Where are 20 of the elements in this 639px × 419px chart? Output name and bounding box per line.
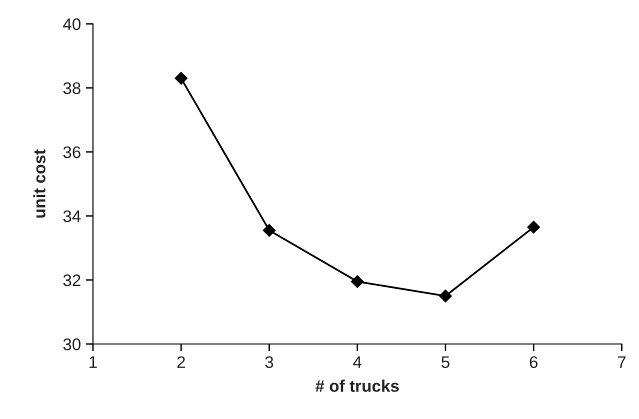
y-tick-label: 36 (63, 146, 80, 158)
x-tick-label: 4 (353, 356, 362, 368)
y-tick-label: 34 (63, 210, 81, 222)
point (439, 290, 452, 302)
x-axis-title: # of trucks (316, 380, 399, 392)
x-tick-label: 7 (618, 356, 626, 368)
y-tick-label: 32 (63, 274, 80, 286)
x-tick-label: 6 (530, 356, 538, 368)
y-tick-label: 38 (63, 82, 80, 94)
x-tick-label: 5 (442, 356, 450, 368)
x-tick-label: 3 (265, 356, 274, 368)
y-tick-label: 40 (63, 18, 81, 30)
y-axis-title: unit cost (33, 149, 46, 218)
y-tick-label: 30 (63, 338, 81, 350)
point (262, 224, 276, 237)
point (527, 220, 540, 234)
point (174, 72, 188, 85)
x-tick-label: 1 (90, 356, 97, 368)
x-tick-label: 2 (177, 356, 185, 368)
point (350, 275, 364, 288)
